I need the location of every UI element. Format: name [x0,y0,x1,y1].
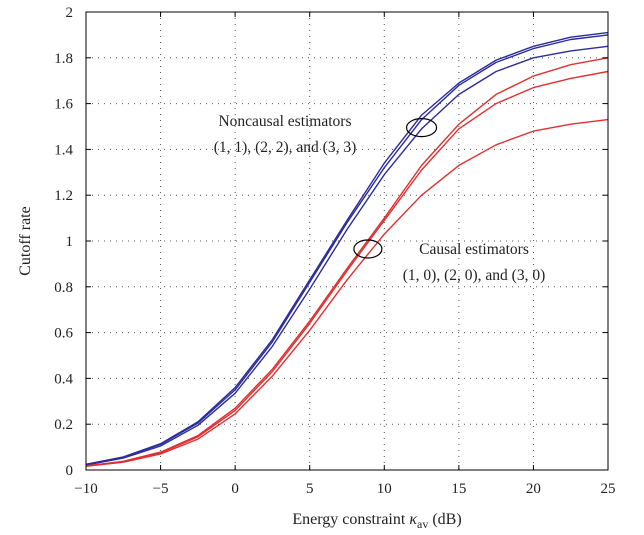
y-tick-label: 0.4 [54,371,73,387]
x-tick-label: 5 [306,481,314,497]
x-axis-label-sub: av [417,517,428,531]
y-tick-label: 1.8 [54,51,73,67]
x-axis-label-unit: (dB) [428,511,461,528]
series-line-noncausal-1 [85,31,609,465]
series-line-causal-5 [85,70,609,467]
y-tick-label: 0.6 [54,326,73,342]
grid [86,12,608,470]
x-tick-label: 0 [231,481,239,497]
x-tick-label: 20 [526,481,541,497]
x-tick-label: 10 [377,481,392,497]
x-tick-label: 25 [601,481,616,497]
annotation-ellipse [353,239,383,259]
series-line-noncausal-2 [85,34,609,466]
annotations: Noncausal estimators (1, 1), (2, 2), and … [214,113,545,284]
y-axis-label: Cutoff rate [17,206,34,275]
x-tick-label: −10 [74,481,97,497]
annotation-text: Causal estimators [419,241,529,258]
y-tick-label: 1.2 [54,188,73,204]
y-tick-label: 2 [66,5,74,21]
y-tick-label: 0.8 [54,280,73,296]
series-lines [85,31,609,467]
series-line-causal-6 [85,118,609,467]
y-tick-label: 1.4 [54,142,73,158]
x-axis-label-symbol: κ [409,511,417,528]
series-line-causal-4 [85,57,609,467]
x-tick-label: −5 [153,481,169,497]
x-tick-label: 15 [451,481,466,497]
x-axis-label-main: Energy constraint [292,511,409,528]
y-tick-label: 1.6 [54,97,73,113]
ticks: −10 −5 0 5 10 15 20 25 0 0.2 0.4 0.6 0.8 1 1.2 1.4 1.6 1.… [54,5,615,497]
annotation-text: Noncausal estimators [218,113,351,130]
y-tick-label: 0 [66,463,74,479]
annotation-text: (1, 0), (2, 0), and (3, 0) [403,267,545,284]
annotation-text: (1, 1), (2, 2), and (3, 3) [214,139,356,156]
series-line-noncausal-3 [85,45,609,466]
x-axis-label: Energy constraint κav (dB) [292,511,461,531]
annotation-ellipse [405,118,438,138]
y-tick-label: 0.2 [54,417,73,433]
y-tick-label: 1 [66,234,74,250]
